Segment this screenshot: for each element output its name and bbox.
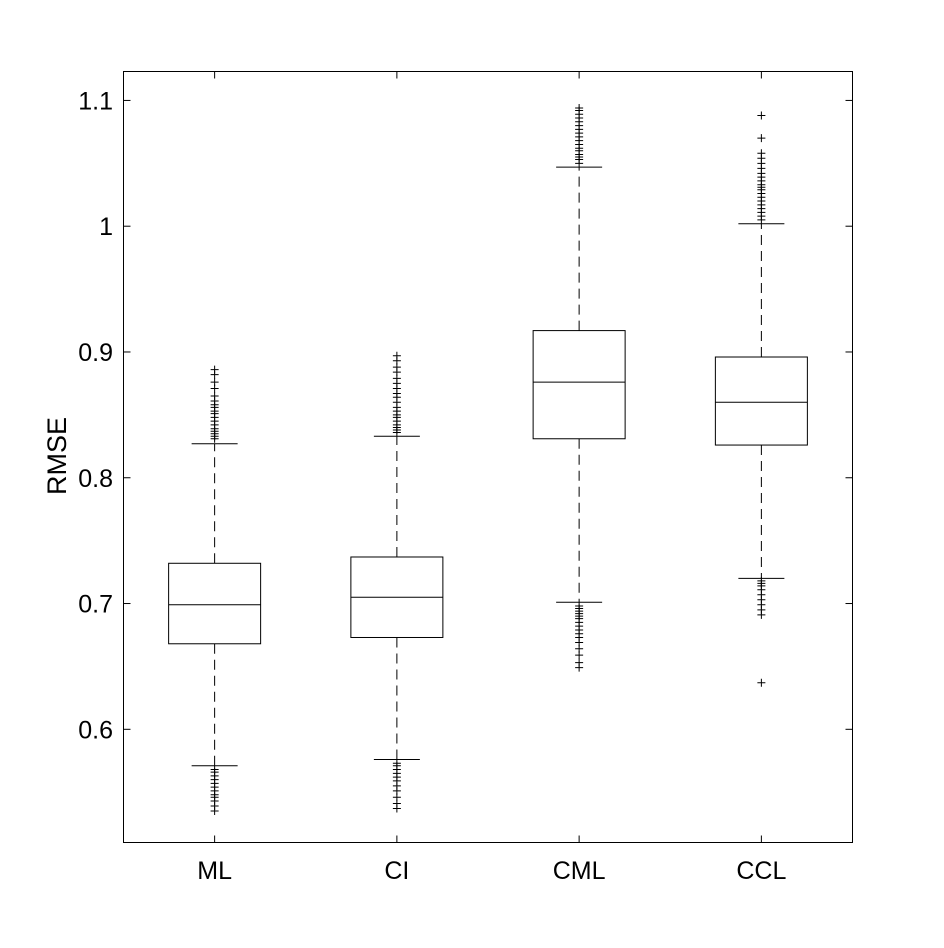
outlier-point (210, 765, 219, 774)
outlier-point (757, 678, 766, 687)
outlier-point (757, 111, 766, 120)
box-group-ci (350, 351, 444, 813)
x-tick-label-ccl: CCL (736, 857, 786, 885)
tick-labels: 0.6 0.7 0.8 0.9 1 1.1 ML CI CML CCL (78, 87, 786, 885)
boxes (168, 103, 808, 816)
outlier-point (210, 378, 219, 387)
outlier-point (392, 351, 401, 360)
box-group-cml (532, 103, 626, 672)
outlier-point (575, 602, 584, 611)
outlier-point (757, 576, 766, 585)
outlier-point (757, 134, 766, 143)
tick-marks (123, 71, 853, 843)
x-tick-label-cml: CML (553, 857, 606, 885)
outlier-point (757, 149, 766, 158)
outlier-point (575, 103, 584, 112)
outlier-point (210, 391, 219, 400)
y-axis-label: RMSE (42, 417, 72, 495)
y-tick-label: 1.1 (78, 87, 113, 115)
iqr-box (168, 562, 262, 645)
y-tick-label: 0.7 (78, 591, 113, 619)
outlier-point (210, 365, 219, 374)
outlier-point (392, 759, 401, 768)
y-tick-label: 1 (99, 213, 113, 241)
x-tick-label-ml: ML (197, 857, 232, 885)
y-tick-label: 0.6 (78, 716, 113, 744)
box-group-ccl (714, 111, 808, 687)
box-group-ml (168, 365, 262, 816)
plot-area (123, 71, 853, 843)
y-tick-label: 0.8 (78, 465, 113, 493)
outlier-point (575, 658, 584, 667)
iqr-box (714, 356, 808, 446)
iqr-box (532, 330, 626, 440)
y-tick-label: 0.9 (78, 339, 113, 367)
x-tick-label-ci: CI (384, 857, 409, 885)
